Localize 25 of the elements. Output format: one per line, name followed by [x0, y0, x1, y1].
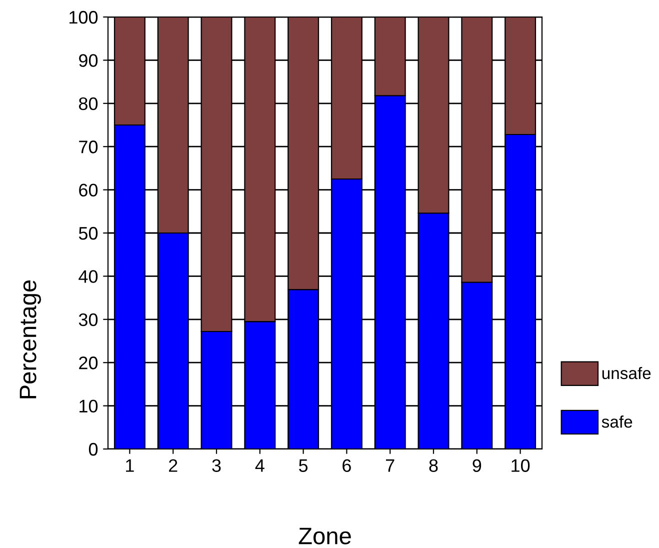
y-tick-label: 10 — [80, 400, 98, 413]
y-tick-label: 80 — [78, 97, 98, 110]
y-tick-label: 60 — [79, 184, 98, 197]
legend-label: safe — [602, 416, 632, 428]
x-tick-label: 3 — [212, 459, 221, 472]
x-axis-title: Zone — [298, 528, 351, 544]
x-tick-label: 7 — [386, 459, 394, 472]
y-tick-label: 40 — [78, 270, 98, 283]
y-tick-label: 70 — [79, 140, 98, 154]
x-tick-label: 4 — [255, 459, 264, 472]
x-tick-label: 6 — [342, 459, 351, 472]
x-tick-label: 10 — [512, 459, 530, 472]
x-tick-label: 9 — [472, 459, 482, 472]
x-tick-label: 8 — [429, 459, 438, 472]
x-tick-label: 1 — [126, 459, 134, 472]
y-tick-label: 100 — [70, 10, 98, 24]
x-tick-label: 5 — [299, 459, 308, 472]
y-tick-label: 90 — [79, 54, 98, 67]
y-tick-label: 50 — [78, 226, 98, 240]
legend-label: unsafe — [602, 366, 651, 380]
y-tick-label: 30 — [78, 313, 98, 326]
y-axis-title: Percentage — [20, 280, 42, 398]
y-tick-label: 20 — [79, 356, 98, 370]
y-tick-label: 0 — [88, 442, 98, 456]
x-tick-label: 2 — [168, 459, 178, 472]
